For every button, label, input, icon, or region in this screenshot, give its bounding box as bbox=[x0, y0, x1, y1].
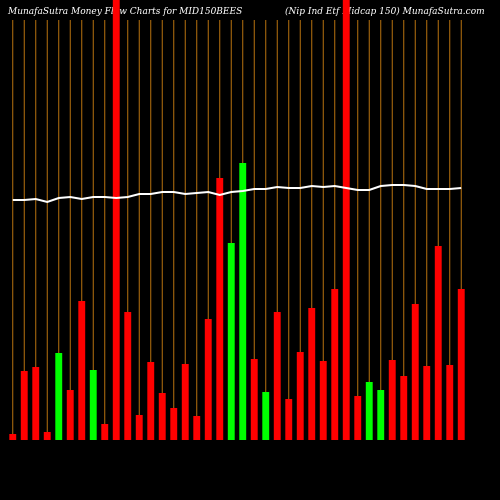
bar bbox=[365, 382, 373, 440]
bar bbox=[250, 359, 258, 440]
bar bbox=[216, 178, 224, 440]
bar bbox=[78, 301, 86, 440]
bar bbox=[331, 289, 339, 440]
bar bbox=[112, 0, 120, 440]
bar bbox=[434, 246, 442, 440]
chart-title: MunafaSutra Money Flow Charts for MID150… bbox=[7, 7, 242, 17]
bar bbox=[296, 352, 304, 440]
bar bbox=[66, 390, 74, 440]
bar bbox=[170, 408, 178, 440]
bar bbox=[32, 367, 40, 440]
bar bbox=[181, 364, 189, 440]
bar bbox=[124, 312, 132, 440]
bar bbox=[285, 399, 293, 440]
bar bbox=[135, 415, 143, 440]
bar bbox=[89, 370, 97, 440]
bar bbox=[239, 163, 247, 440]
bar bbox=[101, 424, 109, 440]
bar bbox=[319, 361, 327, 440]
bar bbox=[204, 319, 212, 440]
bar bbox=[457, 289, 465, 440]
bar bbox=[342, 0, 350, 440]
bar bbox=[227, 243, 235, 440]
bar bbox=[411, 304, 419, 440]
bar bbox=[262, 392, 270, 440]
bar bbox=[273, 312, 281, 440]
bar bbox=[308, 308, 316, 440]
bar bbox=[446, 365, 454, 440]
bar bbox=[55, 353, 63, 440]
bar bbox=[158, 393, 166, 440]
bar bbox=[43, 432, 51, 440]
bar bbox=[20, 371, 28, 440]
chart-subtitle: (Nip Ind Etf Midcap 150) MunafaSutra.com bbox=[285, 6, 485, 17]
bar bbox=[377, 390, 385, 440]
bar bbox=[9, 434, 17, 440]
bar bbox=[388, 360, 396, 440]
bar bbox=[147, 362, 155, 440]
bar bbox=[354, 396, 362, 440]
bar bbox=[193, 416, 201, 440]
bar bbox=[400, 376, 408, 440]
line bbox=[12, 184, 462, 204]
bar bbox=[423, 366, 431, 440]
